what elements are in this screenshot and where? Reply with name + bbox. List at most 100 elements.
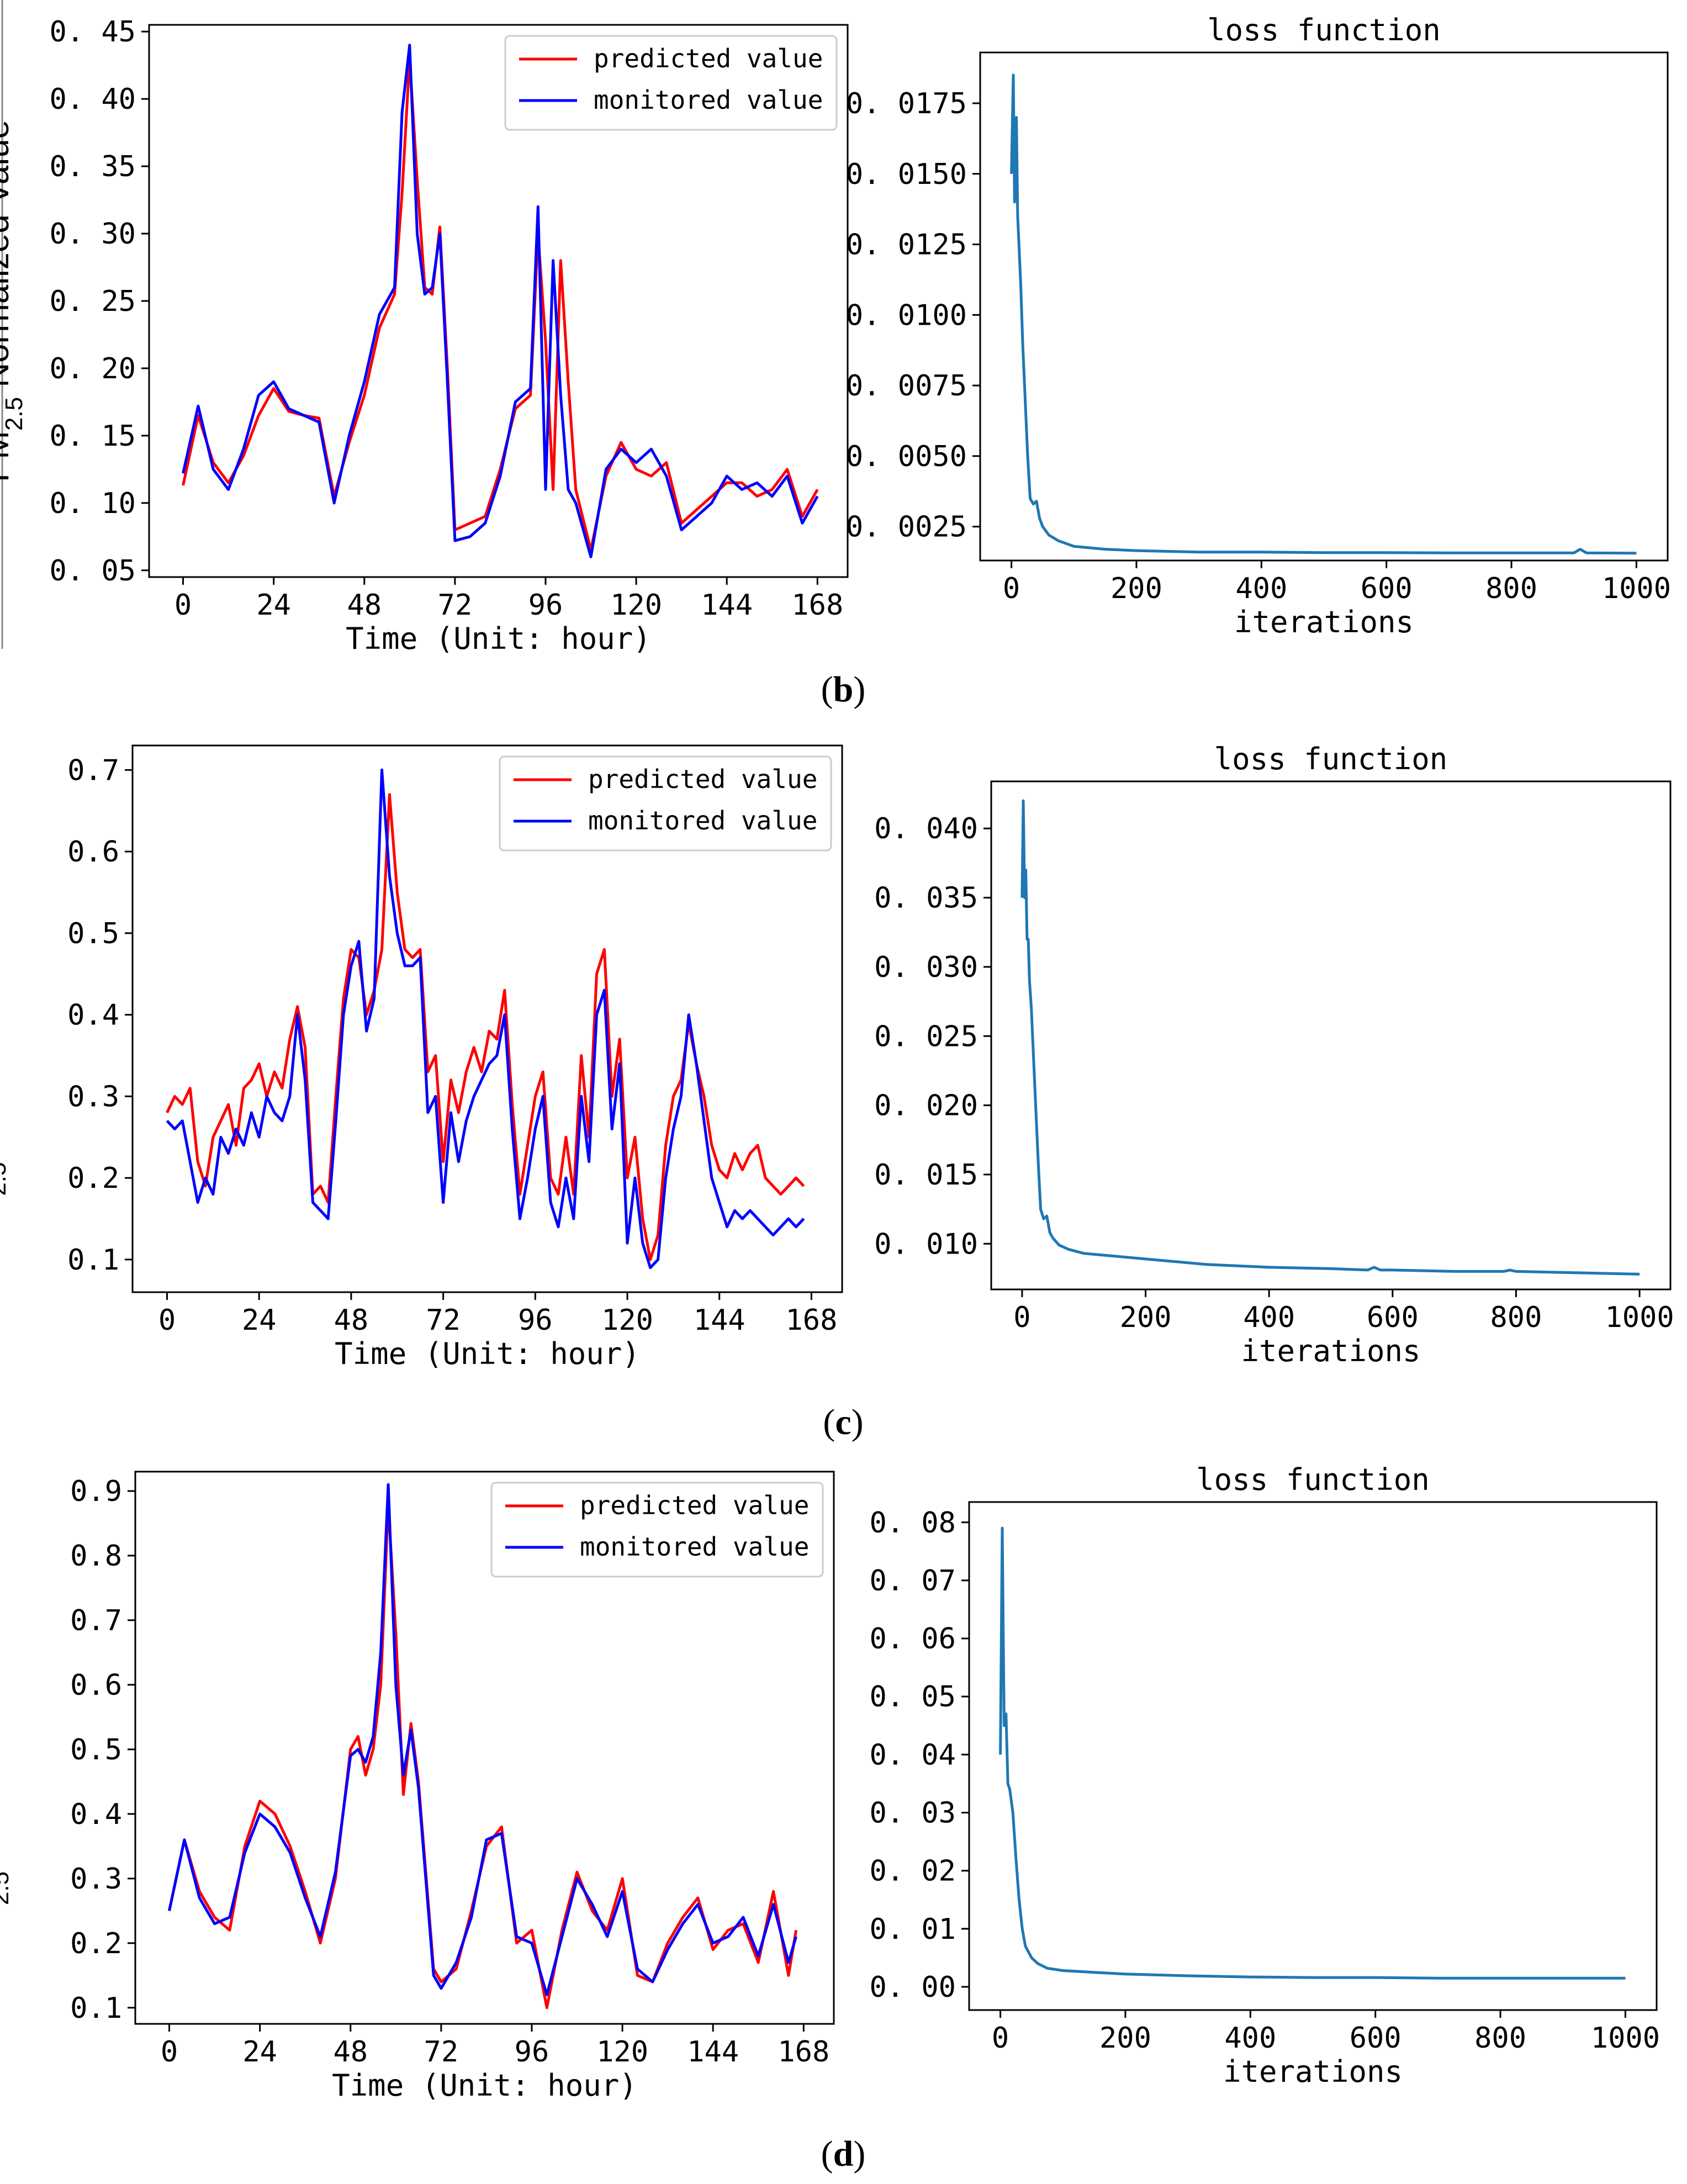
y-tick-label: 0.2 bbox=[70, 1927, 122, 1960]
legend-box bbox=[499, 755, 832, 852]
series-line-monitored-value bbox=[166, 768, 805, 1270]
y-axis-label: PM2.5 Normalized Value lue bbox=[0, 1539, 14, 1956]
series-line-loss bbox=[1010, 73, 1637, 555]
x-tick-label: 96 bbox=[515, 2035, 549, 2069]
y-tick-label: 0. 040 bbox=[874, 812, 978, 845]
x-axis-label: iterations bbox=[1223, 2054, 1403, 2089]
y-tick-label: 0.1 bbox=[70, 1992, 122, 2025]
y-tick-label: 0. 025 bbox=[874, 1020, 978, 1053]
x-axis-label: Time (Unit: hour) bbox=[335, 1336, 640, 1371]
plot-frame bbox=[131, 744, 843, 1293]
chart-title: loss function bbox=[1207, 13, 1441, 47]
y-tick-label: 0. 03 bbox=[869, 1797, 956, 1830]
x-tick-label: 600 bbox=[1350, 2022, 1402, 2055]
series-line-monitored-value bbox=[182, 44, 819, 558]
x-tick-label: 200 bbox=[1110, 572, 1162, 605]
x-tick-label: 0 bbox=[161, 2035, 178, 2069]
x-tick-label: 72 bbox=[424, 2035, 459, 2069]
series-line-loss bbox=[999, 1526, 1626, 1980]
x-tick-label: 400 bbox=[1243, 1301, 1295, 1334]
y-tick-label: 0. 0025 bbox=[846, 511, 967, 544]
y-tick-label: 0. 030 bbox=[874, 951, 978, 984]
y-tick-label: 0. 0050 bbox=[846, 440, 967, 473]
x-tick-label: 120 bbox=[610, 589, 662, 622]
x-tick-label: 0 bbox=[1003, 572, 1020, 605]
x-tick-label: 400 bbox=[1235, 572, 1287, 605]
y-tick-label: 0.1 bbox=[67, 1244, 119, 1277]
x-tick-label: 24 bbox=[256, 589, 291, 622]
chart-d-timeseries: 0 24 48 72 96 120 144 168 0.1 0.2 0.3 0.4 0.5 0.6 0.7 0… bbox=[0, 1471, 835, 2103]
y-tick-label: 0. 30 bbox=[49, 218, 136, 251]
y-tick-label: 0. 25 bbox=[49, 285, 136, 318]
y-tick-label: 0.8 bbox=[70, 1540, 122, 1573]
y-tick-label: 0. 0150 bbox=[846, 158, 967, 191]
x-tick-label: 1000 bbox=[1602, 572, 1671, 605]
x-tick-label: 120 bbox=[601, 1304, 653, 1337]
x-tick-label: 72 bbox=[438, 589, 473, 622]
caption-b: (b) bbox=[821, 669, 866, 710]
x-tick-label: 0 bbox=[992, 2022, 1009, 2055]
x-tick-label: 0 bbox=[174, 589, 192, 622]
chart-c-timeseries: 0 24 48 72 96 120 144 168 0.1 0.2 0.3 0.4 0.5 0.6 0.7 T… bbox=[0, 744, 843, 1371]
y-tick-label: 0. 15 bbox=[49, 420, 136, 453]
y-tick-label: 0. 45 bbox=[49, 15, 136, 49]
y-tick-label: 0. 0100 bbox=[846, 299, 967, 332]
x-tick-label: 800 bbox=[1485, 572, 1537, 605]
y-tick-label: 0. 015 bbox=[874, 1159, 978, 1192]
y-tick-label: 0.9 bbox=[70, 1475, 122, 1508]
y-tick-label: 0. 00 bbox=[869, 1971, 956, 2004]
y-tick-label: 0. 20 bbox=[49, 352, 136, 385]
y-tick-label: 0. 02 bbox=[869, 1855, 956, 1888]
y-tick-label: 0.4 bbox=[67, 999, 119, 1032]
legend-label-monitored-value: monitored value bbox=[594, 85, 823, 115]
y-tick-label: 0. 07 bbox=[869, 1564, 956, 1598]
x-tick-label: 24 bbox=[242, 2035, 277, 2069]
series-line-loss bbox=[1020, 799, 1640, 1276]
chart-b-loss: 0 200 400 600 800 1000 0. 0025 0. 0050 0. 0075 0.… bbox=[846, 13, 1671, 639]
x-tick-label: 24 bbox=[242, 1304, 277, 1337]
y-tick-label: 0.5 bbox=[70, 1733, 122, 1767]
y-tick-label: 0. 06 bbox=[869, 1622, 956, 1656]
legend-label-predicted-value: predicted value bbox=[580, 1490, 809, 1520]
y-tick-label: 0. 0175 bbox=[846, 87, 967, 120]
y-tick-label: 0.7 bbox=[67, 754, 119, 787]
y-tick-label: 0. 0125 bbox=[846, 229, 967, 262]
chart-title: loss function bbox=[1196, 1462, 1430, 1497]
x-axis-label: Time (Unit: hour) bbox=[332, 2068, 637, 2103]
y-tick-label: 0.5 bbox=[67, 917, 119, 950]
legend-box bbox=[490, 1482, 824, 1578]
y-tick-label: 0. 010 bbox=[874, 1228, 978, 1261]
chart-title: loss function bbox=[1214, 742, 1448, 776]
x-tick-label: 72 bbox=[426, 1304, 461, 1337]
x-tick-label: 400 bbox=[1224, 2022, 1276, 2055]
legend-label-predicted-value: predicted value bbox=[594, 44, 823, 73]
x-tick-label: 144 bbox=[687, 2035, 739, 2069]
y-tick-label: 0. 08 bbox=[869, 1506, 956, 1540]
y-tick-label: 0.2 bbox=[67, 1162, 119, 1195]
x-tick-label: 144 bbox=[694, 1304, 745, 1337]
y-tick-label: 0. 05 bbox=[869, 1680, 956, 1714]
x-tick-label: 48 bbox=[333, 2035, 368, 2069]
x-tick-label: 200 bbox=[1120, 1301, 1172, 1334]
x-tick-label: 48 bbox=[334, 1304, 369, 1337]
x-axis-label: iterations bbox=[1241, 1334, 1420, 1368]
plot-frame bbox=[134, 1471, 835, 2025]
legend-label-monitored-value: monitored value bbox=[580, 1532, 809, 1562]
x-tick-label: 96 bbox=[528, 589, 563, 622]
y-tick-label: 0.6 bbox=[67, 835, 119, 869]
y-tick-label: 0.4 bbox=[70, 1798, 122, 1831]
x-axis-label: iterations bbox=[1234, 605, 1414, 639]
legend-label-predicted-value: predicted value bbox=[588, 764, 817, 794]
chart-c-loss: 0 200 400 600 800 1000 0. 010 0. 015 0. 020 0. 02… bbox=[874, 742, 1674, 1368]
x-tick-label: 144 bbox=[701, 589, 753, 622]
x-tick-label: 200 bbox=[1099, 2022, 1151, 2055]
chart-d-loss: 0 200 400 600 800 1000 0. 00 0. 01 0. 02 0. 03 0. … bbox=[869, 1462, 1660, 2089]
x-tick-label: 168 bbox=[791, 589, 843, 622]
y-tick-label: 0. 10 bbox=[49, 487, 136, 520]
x-tick-label: 96 bbox=[518, 1304, 553, 1337]
x-tick-label: 1000 bbox=[1605, 1301, 1674, 1334]
plot-frame bbox=[968, 1501, 1658, 2011]
x-tick-label: 800 bbox=[1490, 1301, 1542, 1334]
x-tick-label: 168 bbox=[785, 1304, 837, 1337]
x-tick-label: 0 bbox=[1013, 1301, 1030, 1334]
